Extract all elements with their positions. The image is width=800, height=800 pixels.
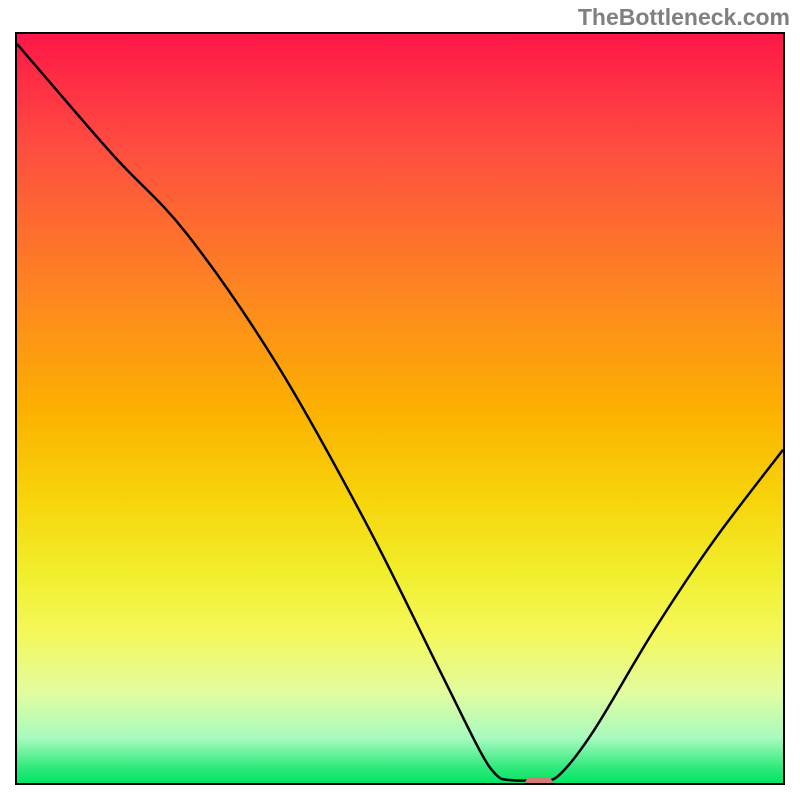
- bottleneck-curve: [17, 44, 783, 781]
- curve-svg: [17, 34, 783, 783]
- plot-area: [15, 32, 785, 785]
- watermark-text: TheBottleneck.com: [578, 4, 790, 31]
- chart-container: TheBottleneck.com: [0, 0, 800, 800]
- optimal-marker: [525, 777, 553, 785]
